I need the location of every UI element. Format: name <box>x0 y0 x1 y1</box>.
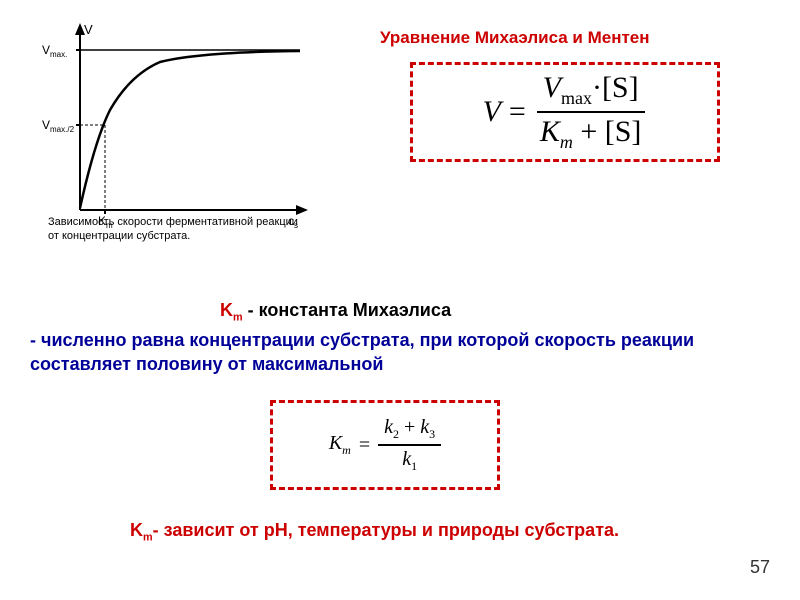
svg-text:Vmax./2: Vmax./2 <box>42 118 75 134</box>
chart-caption: Зависимость скорости ферментативной реак… <box>48 215 308 244</box>
km-constant-label: Km - константа Михаэлиса <box>220 300 451 324</box>
km-description: - численно равна концентрации субстрата,… <box>30 328 770 377</box>
km-depends-text: Km- зависит от рН, температуры и природы… <box>130 520 619 544</box>
equation-km: Km = k2 + k3 k1 <box>270 400 500 490</box>
svg-text:Vmax.: Vmax. <box>42 43 67 59</box>
slide-title: Уравнение Михаэлиса и Ментен <box>380 28 650 48</box>
page-number: 57 <box>750 557 770 578</box>
equation-mm: V = Vmax·[S] Km + [S] <box>410 62 720 162</box>
y-axis-label: V <box>84 22 93 37</box>
